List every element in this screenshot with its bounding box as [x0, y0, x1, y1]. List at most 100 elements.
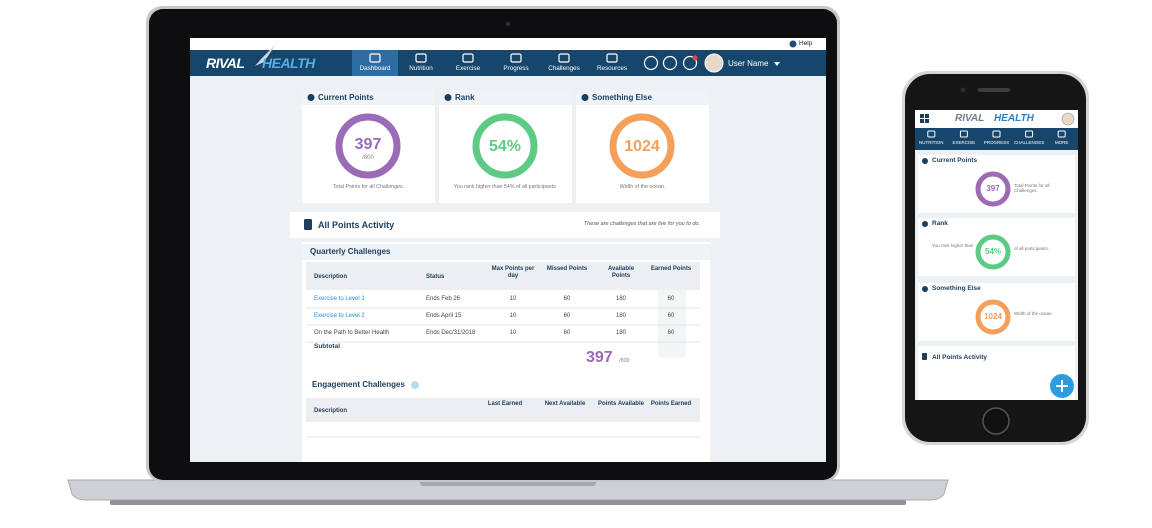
card-icon	[307, 94, 315, 101]
laptop-base	[67, 479, 949, 501]
phone-nav-icon	[1025, 130, 1034, 138]
logo-first: RIVAL	[206, 55, 245, 71]
phone-nav-icon	[959, 130, 968, 138]
challenge-link[interactable]: Exercise to Level 2	[314, 313, 365, 319]
menu-grid[interactable]	[925, 114, 929, 118]
user-name[interactable]: User Name	[728, 59, 769, 68]
header-icon[interactable]	[682, 55, 698, 71]
laptop-camera	[505, 21, 511, 27]
quarterly-header	[302, 244, 710, 260]
phone-logo-second: HEALTH	[994, 113, 1034, 124]
phone-card-value: 397	[986, 184, 1000, 193]
phone-nav-item[interactable]: MORE	[1054, 140, 1069, 145]
ring-progress	[335, 113, 401, 179]
card-icon	[581, 94, 589, 101]
table-header: Description	[314, 274, 348, 280]
phone-card-title: Current Points	[932, 157, 978, 164]
phone-ring	[975, 171, 1011, 207]
nav-item[interactable]: Nutrition	[409, 65, 433, 72]
avatar[interactable]	[704, 53, 724, 73]
activity-icon	[304, 219, 312, 230]
table-header: Missed Points	[546, 266, 588, 272]
card-title: Rank	[455, 93, 475, 102]
phone-nav-bar	[915, 128, 1078, 150]
phone-activity-icon	[922, 353, 927, 360]
top-strip	[190, 38, 826, 50]
table-cell: Ends April 15	[426, 313, 462, 319]
phone-card-value: 1024	[984, 312, 1002, 321]
table-cell: Ends Feb 26	[426, 296, 461, 302]
phone-card-caption: Total Points for all Challenges.	[1014, 183, 1050, 194]
nav-icon	[510, 53, 522, 63]
engagement-header-row	[306, 398, 700, 422]
nav-item[interactable]: Exercise	[455, 65, 481, 72]
table-header: Description	[314, 408, 348, 414]
challenge-link[interactable]: Exercise to Level 1	[314, 296, 365, 302]
phone-speaker	[978, 88, 1010, 92]
phone-nav-icon	[1057, 130, 1066, 138]
table-header: Points Available	[598, 401, 644, 407]
menu-grid[interactable]	[920, 119, 924, 123]
nav-icon	[462, 53, 474, 63]
phone-card-icon	[922, 158, 928, 164]
user-caret[interactable]	[774, 62, 780, 66]
phone-card-icon	[922, 221, 928, 227]
menu-grid[interactable]	[920, 114, 924, 118]
activity-title: All Points Activity	[318, 220, 395, 230]
phone-logo-first: RIVAL	[955, 113, 985, 124]
nav-item[interactable]: Resources	[596, 65, 628, 72]
nav-icon	[558, 53, 570, 63]
phone-camera	[960, 87, 966, 93]
phone-card-caption: of all participants.	[1014, 246, 1050, 251]
phone-nav-item[interactable]: PROGRESS	[983, 140, 1010, 145]
nav-item[interactable]: Challenges	[548, 65, 580, 72]
phone-ring	[975, 299, 1011, 335]
card-header	[576, 90, 709, 105]
nav-icon	[369, 53, 381, 63]
card-total: /800	[362, 155, 374, 161]
table-cell: 180	[615, 296, 626, 302]
table-header: Status	[426, 274, 445, 280]
table-cell: 60	[667, 296, 675, 302]
table-cell: 60	[563, 330, 571, 336]
phone-nav-item[interactable]: NUTRITION	[919, 140, 944, 145]
phone-avatar[interactable]	[1061, 112, 1075, 126]
phone-card-caption: Width of the ocean.	[1014, 311, 1053, 316]
table-cell: 60	[667, 330, 675, 336]
ring-progress	[609, 113, 675, 179]
phone-card-caption: You rank higher than	[932, 243, 974, 248]
stat-card	[439, 90, 572, 203]
phone-home-button[interactable]	[982, 407, 1010, 435]
table-header: Available Points	[607, 266, 635, 279]
engagement-title: Engagement Challenges	[312, 380, 405, 389]
activity-subtitle: These are challenges that are live for y…	[583, 221, 700, 227]
phone-card-icon	[922, 286, 928, 292]
phone-nav-item[interactable]: CHALLENGES	[1013, 140, 1045, 145]
add-icon[interactable]	[1056, 380, 1068, 392]
table-cell: Ends Dec/31/2018	[426, 330, 476, 336]
card-value: 1024	[624, 138, 660, 155]
table-header: Last Earned	[487, 401, 523, 407]
phone-nav-item[interactable]: EXERCISE	[952, 140, 976, 145]
help-link[interactable]: Help	[799, 40, 813, 47]
table-header: Points Earned	[650, 401, 692, 407]
card-caption: Width of the ocean.	[619, 184, 666, 190]
nav-item[interactable]: Progress	[503, 65, 529, 72]
logo-mark	[255, 44, 276, 66]
table-cell: 60	[667, 313, 675, 319]
header-icon[interactable]	[662, 55, 678, 71]
table-cell: 60	[563, 296, 571, 302]
nav-item[interactable]: Dashboard	[359, 65, 391, 72]
activity-bar	[290, 212, 720, 238]
card-header	[439, 90, 572, 105]
menu-grid[interactable]	[925, 119, 929, 123]
info-icon[interactable]	[411, 381, 419, 389]
card-caption: You rank higher than 54% of all particip…	[453, 184, 558, 190]
quarterly-title: Quarterly Challenges	[310, 247, 391, 256]
header-icon[interactable]	[643, 55, 659, 71]
card-value: 397	[354, 136, 382, 153]
card-title: Current Points	[318, 93, 374, 102]
help-icon[interactable]	[789, 40, 797, 48]
